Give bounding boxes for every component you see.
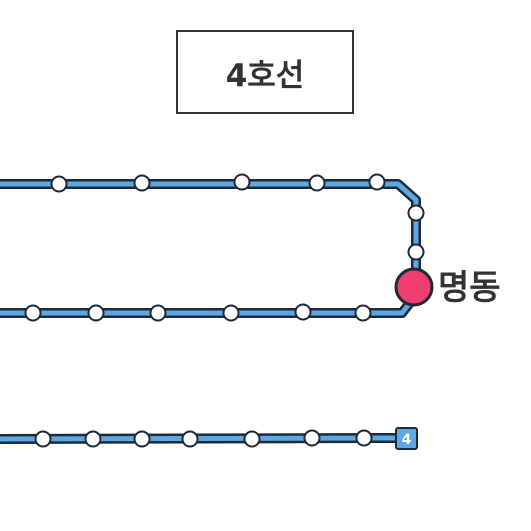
station-node[interactable] [243, 430, 261, 448]
station-node[interactable] [303, 429, 321, 447]
lower-track [0, 433, 401, 444]
station-node[interactable] [355, 429, 373, 447]
station-node[interactable] [407, 243, 425, 261]
station-node[interactable] [50, 175, 68, 193]
station-node[interactable] [181, 430, 199, 448]
line-number-badge: 4 [395, 427, 418, 450]
highlighted-station-label: 명동 [438, 268, 501, 308]
station-node[interactable] [133, 430, 151, 448]
line-title-box: 4호선 [176, 30, 354, 114]
track-outline [0, 179, 421, 318]
line-title: 4호선 [225, 57, 305, 94]
upper-stations [50, 173, 425, 261]
lower-stations [34, 429, 373, 448]
station-node[interactable] [84, 430, 102, 448]
lower-track-fill [0, 435, 401, 442]
station-node[interactable] [87, 304, 105, 322]
station-node[interactable] [308, 174, 326, 192]
station-node[interactable] [133, 174, 151, 192]
station-node[interactable] [233, 173, 251, 191]
highlighted-station-marker[interactable] [394, 267, 434, 307]
station-node[interactable] [407, 204, 425, 222]
station-node[interactable] [368, 173, 386, 191]
station-node[interactable] [24, 304, 42, 322]
track-fill [0, 181, 419, 316]
station-node[interactable] [294, 303, 312, 321]
station-node[interactable] [222, 304, 240, 322]
station-node[interactable] [34, 430, 52, 448]
station-node[interactable] [149, 304, 167, 322]
main-track [0, 179, 421, 318]
line-badge-bg [395, 427, 418, 450]
middle-stations [24, 303, 372, 322]
line-badge-number: 4 [402, 432, 412, 448]
station-node[interactable] [354, 304, 372, 322]
